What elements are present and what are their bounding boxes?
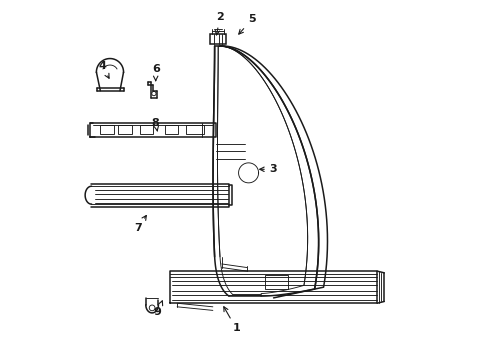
Text: 8: 8 bbox=[152, 118, 160, 131]
Text: 1: 1 bbox=[224, 307, 240, 333]
Text: 6: 6 bbox=[152, 64, 160, 81]
Text: 9: 9 bbox=[153, 301, 163, 317]
Bar bbox=[118, 125, 132, 134]
Bar bbox=[186, 125, 204, 134]
Bar bbox=[210, 34, 226, 44]
Bar bbox=[265, 275, 288, 289]
Text: 3: 3 bbox=[260, 164, 277, 174]
Text: 4: 4 bbox=[98, 61, 109, 78]
Text: 7: 7 bbox=[134, 216, 147, 233]
Bar bbox=[100, 125, 114, 134]
Text: 2: 2 bbox=[215, 13, 224, 35]
Bar bbox=[140, 125, 153, 134]
Bar bbox=[165, 125, 178, 134]
Text: 5: 5 bbox=[239, 14, 256, 34]
